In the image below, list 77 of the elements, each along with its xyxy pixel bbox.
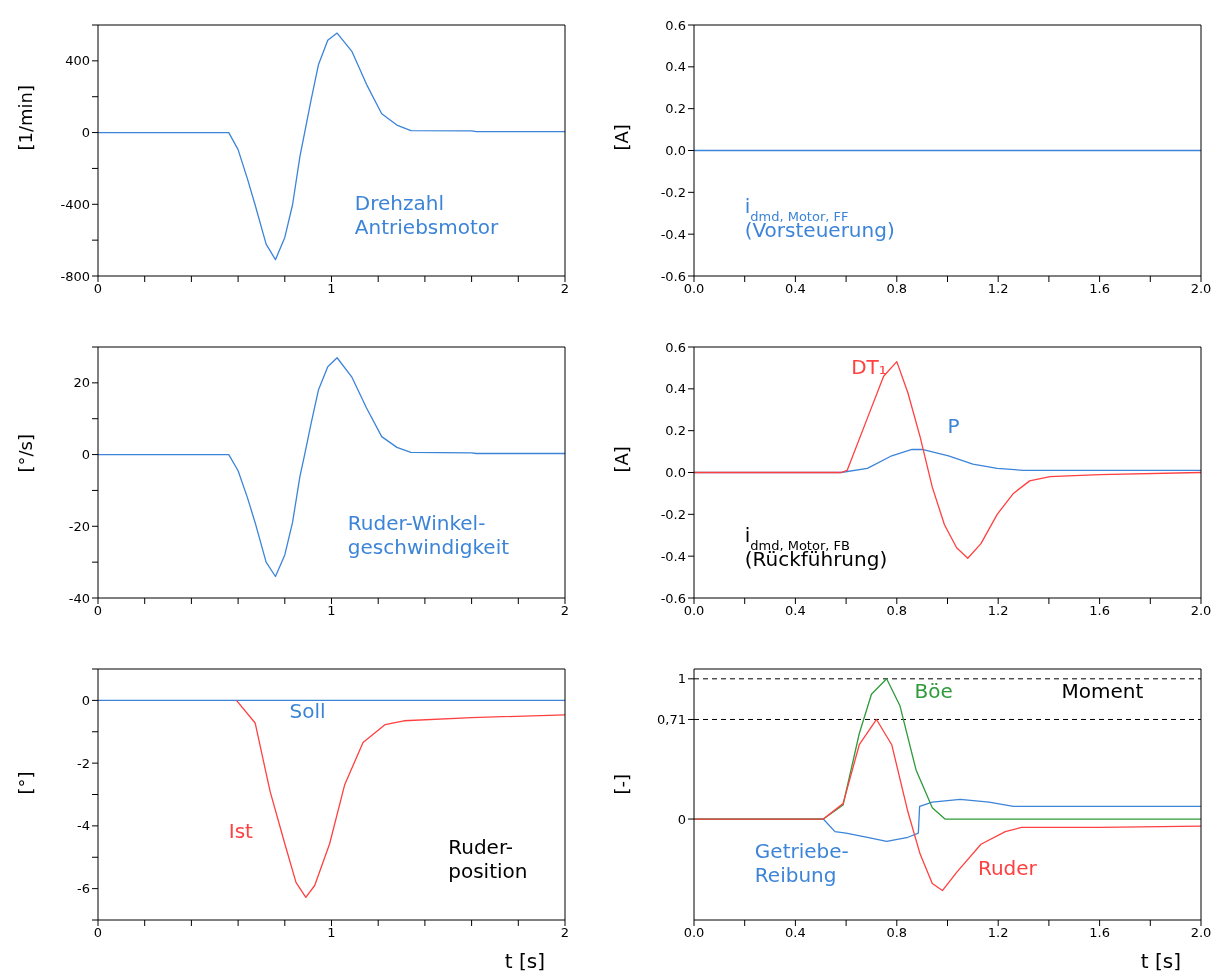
y-axis-title: [-]: [611, 773, 633, 795]
y-tick-label: -400: [60, 196, 90, 212]
x-tick-label: 2.0: [1190, 281, 1212, 297]
y-tick-label: -0.6: [660, 268, 686, 284]
y-tick-label: 0.0: [665, 465, 686, 481]
x-tick-label: 1.6: [1089, 925, 1110, 941]
y-tick-label: -4: [77, 818, 90, 834]
series-label: Ist: [228, 819, 254, 844]
series-label: Getriebe- Reibung: [754, 839, 849, 888]
series-label: P: [947, 413, 960, 438]
x-tick-label: 1.2: [987, 281, 1009, 297]
y-tick-label: -0.4: [660, 548, 686, 564]
x-tick-label: 2: [560, 281, 570, 297]
y-tick-label: 0.0: [665, 143, 686, 159]
text: i$_{dmd, Motor, FF}$ (Vorsteuerung): [744, 194, 895, 243]
y-tick-label: 0: [81, 125, 90, 141]
x-tick-label: 0: [93, 281, 103, 297]
y-axis-title: [°]: [15, 771, 37, 795]
x-tick-label: 0.8: [886, 281, 908, 297]
x-tick-label: 1: [327, 925, 336, 941]
y-tick-label: 0: [81, 692, 90, 708]
x-tick-label: 2.0: [1190, 925, 1212, 941]
x-tick-label: 2: [560, 603, 570, 619]
series-label: Ruder: [977, 856, 1038, 881]
x-tick-label: 1.6: [1089, 281, 1110, 297]
y-tick-label: 400: [65, 53, 90, 69]
x-tick-label: 0: [93, 925, 103, 941]
x-tick-label: 0.8: [886, 925, 908, 941]
x-tick-label: 0.8: [886, 603, 908, 619]
y-tick-label: 0.4: [665, 59, 686, 75]
y-tick-label: 1: [677, 671, 686, 687]
y-axis-title: [1/min]: [15, 84, 37, 151]
x-tick-label: 1: [327, 281, 336, 297]
annotation: Moment: [1061, 679, 1144, 704]
line-series: [98, 357, 565, 578]
text: Drehzahl Antriebsmotor: [354, 190, 500, 239]
x-tick-label: 0.4: [785, 603, 806, 619]
x-tick-label: 2: [560, 925, 570, 941]
y-tick-label: 0.6: [665, 17, 686, 33]
x-tick-label: 0.4: [785, 925, 806, 941]
y-tick-label: 0,71: [657, 712, 686, 728]
y-tick-label: -0.2: [660, 506, 686, 522]
y-axis-title: [A]: [611, 124, 633, 151]
y-axis-title: [A]: [611, 446, 633, 473]
y-tick-label: -0.6: [660, 590, 686, 606]
annotation: i$_{dmd, Motor, FB}$ (Rückführung): [744, 522, 888, 571]
y-tick-label: -20: [68, 518, 90, 534]
y-tick-label: 0.2: [665, 101, 686, 117]
y-tick-label: -6: [77, 881, 90, 897]
x-tick-label: 2.0: [1190, 603, 1212, 619]
x-axis-title: t [s]: [1140, 949, 1181, 973]
x-tick-label: 0: [93, 603, 103, 619]
y-tick-label: -0.4: [660, 226, 686, 242]
series-label: DT₁: [851, 355, 887, 380]
annotation: Ruder- position: [448, 835, 528, 884]
y-tick-label: 0.4: [665, 381, 686, 397]
series-label: Böe: [914, 679, 953, 704]
y-tick-label: 0.6: [665, 339, 686, 355]
y-tick-label: -40: [68, 590, 90, 606]
x-tick-label: 1.2: [987, 925, 1009, 941]
y-axis-title: [°/s]: [15, 434, 37, 473]
x-axis-title: t [s]: [504, 949, 545, 973]
x-tick-label: 1.6: [1089, 603, 1110, 619]
x-tick-label: 1.2: [987, 603, 1009, 619]
y-tick-label: 20: [73, 375, 90, 391]
y-tick-label: -800: [60, 268, 90, 284]
y-tick-label: 0: [677, 811, 686, 827]
x-tick-label: 0.4: [785, 281, 806, 297]
series-label: Soll: [289, 698, 326, 723]
text: Ruder-Winkel- geschwindigkeit: [347, 510, 510, 559]
line-series: [694, 718, 1201, 892]
y-tick-label: 0: [81, 447, 90, 463]
x-tick-label: 1: [327, 603, 336, 619]
y-tick-label: 0.2: [665, 423, 686, 439]
y-tick-label: -0.2: [660, 184, 686, 200]
line-series: [98, 32, 565, 261]
y-tick-label: -2: [77, 755, 90, 771]
